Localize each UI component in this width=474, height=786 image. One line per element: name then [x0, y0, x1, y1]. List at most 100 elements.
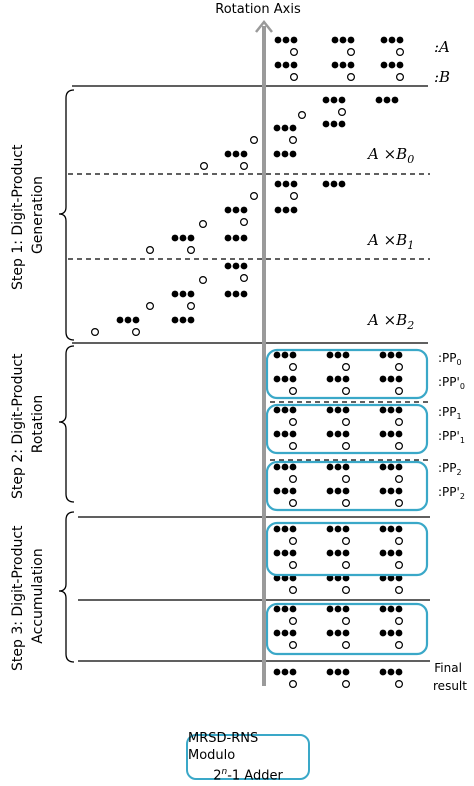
filled-digit-dot: [338, 96, 346, 104]
filled-digit-dot: [124, 316, 132, 324]
filled-digit-dot: [290, 180, 298, 188]
filled-digit-dot: [342, 463, 350, 471]
pp-rounded-box: [265, 521, 429, 577]
filled-digit-dot: [322, 180, 330, 188]
hollow-digit-dot: [342, 475, 351, 484]
hollow-digit-dot: [132, 328, 141, 337]
filled-digit-dot: [334, 375, 342, 383]
filled-digit-dot: [273, 487, 281, 495]
filled-digit-dot: [387, 406, 395, 414]
filled-digit-dot: [387, 463, 395, 471]
filled-digit-dot: [395, 525, 403, 533]
filled-digit-dot: [342, 351, 350, 359]
hollow-digit-dot: [250, 192, 259, 201]
filled-digit-dot: [395, 430, 403, 438]
filled-digit-dot: [334, 525, 342, 533]
hollow-digit-dot: [289, 679, 298, 688]
filled-digit-dot: [240, 290, 248, 298]
filled-digit-dot: [379, 406, 387, 414]
filled-digit-dot: [334, 351, 342, 359]
filled-digit-dot: [273, 351, 281, 359]
filled-digit-dot: [379, 549, 387, 557]
hollow-digit-dot: [187, 302, 196, 311]
brace-step1: [58, 89, 75, 341]
filled-digit-dot: [289, 549, 297, 557]
separator-lines: [68, 85, 430, 662]
hollow-digit-dot: [395, 679, 404, 688]
hollow-digit-dot: [289, 560, 298, 569]
hollow-digit-dot: [289, 499, 298, 508]
hollow-digit-dot: [199, 220, 208, 229]
filled-digit-dot: [334, 406, 342, 414]
filled-digit-dot: [281, 124, 289, 132]
filled-digit-dot: [132, 316, 140, 324]
hollow-digit-dot: [395, 442, 404, 451]
hollow-digit-dot: [250, 136, 259, 145]
pp-rounded-box: [265, 403, 429, 455]
filled-digit-dot: [326, 574, 334, 582]
hollow-digit-dot: [240, 274, 249, 283]
filled-digit-dot: [273, 605, 281, 613]
hollow-digit-dot: [396, 72, 405, 81]
filled-digit-dot: [395, 629, 403, 637]
filled-digit-dot: [379, 525, 387, 533]
hollow-digit-dot: [289, 363, 298, 372]
hollow-digit-dot: [289, 536, 298, 545]
filled-digit-dot: [281, 605, 289, 613]
filled-digit-dot: [387, 629, 395, 637]
filled-digit-dot: [282, 206, 290, 214]
filled-digit-dot: [395, 463, 403, 471]
filled-digit-dot: [326, 525, 334, 533]
product-label-b0: A ×B0: [366, 145, 414, 166]
hollow-digit-dot: [289, 585, 298, 594]
hollow-digit-dot: [342, 585, 351, 594]
pp0-label: :PP0: [438, 351, 462, 367]
filled-digit-dot: [179, 234, 187, 242]
filled-digit-dot: [331, 36, 339, 44]
filled-digit-dot: [342, 668, 350, 676]
operand-b-label: :B: [434, 68, 450, 86]
filled-digit-dot: [179, 290, 187, 298]
filled-digit-dot: [281, 375, 289, 383]
filled-digit-dot: [322, 96, 330, 104]
filled-digit-dot: [326, 375, 334, 383]
filled-digit-dot: [232, 262, 240, 270]
filled-digit-dot: [379, 463, 387, 471]
filled-digit-dot: [334, 668, 342, 676]
hollow-digit-dot: [395, 363, 404, 372]
filled-digit-dot: [326, 605, 334, 613]
hollow-digit-dot: [347, 47, 356, 56]
rotation-axis-label: Rotation Axis: [215, 2, 301, 17]
rotation-axis-arrowhead: [255, 19, 273, 33]
filled-digit-dot: [282, 36, 290, 44]
filled-digit-dot: [224, 262, 232, 270]
filled-digit-dot: [289, 629, 297, 637]
filled-digit-dot: [395, 668, 403, 676]
filled-digit-dot: [289, 487, 297, 495]
filled-digit-dot: [379, 605, 387, 613]
filled-digit-dot: [379, 430, 387, 438]
filled-digit-dot: [387, 430, 395, 438]
filled-digit-dot: [395, 574, 403, 582]
filled-digit-dot: [379, 574, 387, 582]
filled-digit-dot: [387, 375, 395, 383]
filled-digit-dot: [387, 668, 395, 676]
filled-digit-dot: [326, 629, 334, 637]
operand-a-label: :A: [434, 38, 450, 56]
hollow-digit-dot: [90, 328, 99, 337]
filled-digit-dot: [281, 629, 289, 637]
brace-step3: [58, 511, 75, 663]
filled-digit-dot: [289, 124, 297, 132]
filled-digit-dot: [240, 150, 248, 158]
filled-digit-dot: [273, 150, 281, 158]
filled-digit-dot: [289, 668, 297, 676]
product-label-b1: A ×B1: [366, 231, 414, 252]
filled-digit-dot: [224, 150, 232, 158]
filled-digit-dot: [281, 525, 289, 533]
filled-digit-dot: [339, 61, 347, 69]
filled-digit-dot: [338, 180, 346, 188]
pp1-label: :PP1: [438, 405, 462, 421]
hollow-digit-dot: [342, 536, 351, 545]
filled-digit-dot: [338, 120, 346, 128]
